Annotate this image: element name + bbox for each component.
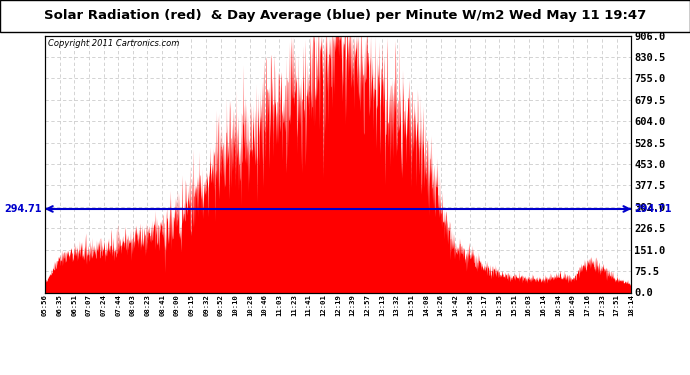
FancyBboxPatch shape <box>0 0 690 32</box>
Text: 294.71: 294.71 <box>634 204 672 214</box>
Text: Solar Radiation (red)  & Day Average (blue) per Minute W/m2 Wed May 11 19:47: Solar Radiation (red) & Day Average (blu… <box>44 9 646 22</box>
Text: Copyright 2011 Cartronics.com: Copyright 2011 Cartronics.com <box>48 39 179 48</box>
Text: 294.71: 294.71 <box>4 204 42 214</box>
